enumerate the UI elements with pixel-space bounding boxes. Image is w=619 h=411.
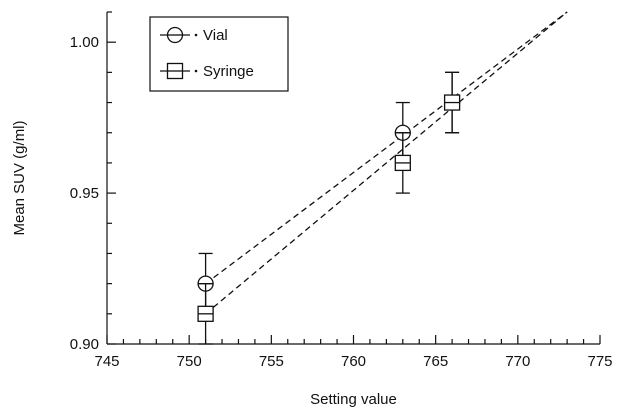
syringe-fit-line [205,11,568,315]
y-tick-label: 0.90 [70,336,99,353]
y-tick-label: 0.95 [70,185,99,202]
plot-area [197,11,568,345]
legend-entry-syringe: Syringe [160,62,254,80]
y-tick-label: 1.00 [70,34,99,51]
x-tick-label: 765 [423,353,448,370]
x-tick-label: 760 [341,353,366,370]
y-ticks: 0.90 0.95 1.00 [70,11,116,353]
legend-dot [194,69,198,73]
x-tick-label: 745 [94,353,119,370]
x-tick-label: 755 [259,353,284,370]
x-tick-label: 775 [587,353,612,370]
legend-label-syringe: Syringe [203,63,254,80]
y-axis-title: Mean SUV (g/ml) [11,120,28,235]
legend-dot [194,33,198,37]
legend-label-vial: Vial [203,27,228,44]
x-tick-label: 770 [505,353,530,370]
x-ticks: 745 750 755 760 765 770 775 [94,335,613,370]
legend-entry-vial: Vial [160,26,228,44]
vial-fit-line [205,11,568,285]
legend: Vial Syringe [149,16,289,92]
x-tick-label: 750 [177,353,202,370]
x-axis-title: Setting value [310,391,397,408]
